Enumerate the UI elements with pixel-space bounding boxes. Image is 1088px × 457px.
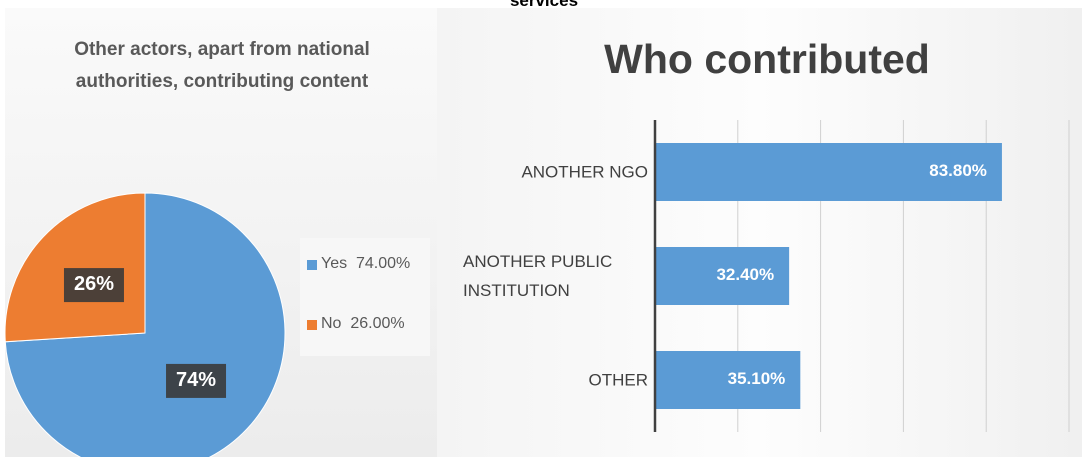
data-label-box bbox=[63, 268, 124, 303]
bar bbox=[655, 351, 801, 409]
legend-swatch bbox=[307, 260, 317, 270]
data-label: 32.40% bbox=[716, 265, 775, 284]
legend-box bbox=[300, 238, 430, 356]
data-label: 26% bbox=[73, 273, 114, 296]
legend-label: No 26.00% bbox=[321, 315, 405, 332]
data-label: 74% bbox=[176, 368, 217, 391]
y-tick-label: OTHER bbox=[588, 370, 649, 390]
data-label: 35.10% bbox=[727, 369, 786, 388]
chart-title: Other actors, apart from national author… bbox=[74, 39, 370, 92]
legend-label: Yes 74.00% bbox=[321, 255, 411, 272]
pie-slice bbox=[4, 192, 146, 343]
y-tick-label: ANOTHER NGO bbox=[521, 162, 648, 182]
chart-title: Who contributed bbox=[604, 36, 930, 82]
data-label: 83.80% bbox=[929, 161, 987, 180]
bar bbox=[655, 247, 790, 305]
bar bbox=[655, 143, 1002, 201]
data-label-box bbox=[166, 363, 227, 398]
page-caption: services bbox=[509, 0, 579, 10]
legend-swatch bbox=[307, 320, 317, 330]
y-tick-label: ANOTHER PUBLIC INSTITUTION bbox=[463, 252, 613, 300]
